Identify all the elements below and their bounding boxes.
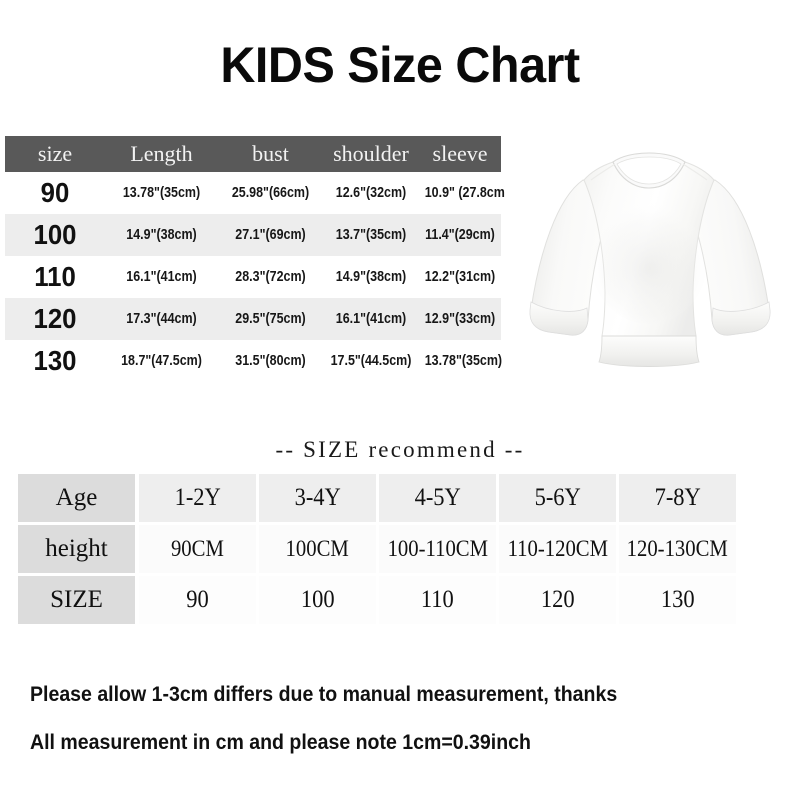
sweatshirt-illustration bbox=[505, 132, 795, 390]
cell-height: 110-120CM bbox=[499, 525, 616, 573]
cell-shoulder: 16.1"(41cm) bbox=[335, 311, 407, 327]
recommend-row-age: Age 1-2Y 3-4Y 4-5Y 5-6Y 7-8Y bbox=[18, 474, 736, 522]
column-header-sleeve: sleeve bbox=[432, 141, 488, 166]
cell-sleeve: 10.9" (27.8cm) bbox=[424, 185, 509, 201]
cell-sleeve: 11.4"(29cm) bbox=[425, 227, 495, 243]
table-row: 90 13.78"(35cm) 25.98"(66cm) 12.6"(32cm)… bbox=[5, 172, 509, 214]
recommend-heading: -- SIZE recommend -- bbox=[275, 437, 525, 462]
cell-length: 14.9"(38cm) bbox=[126, 227, 197, 243]
recommend-row-height: height 90CM 100CM 100-110CM 110-120CM 12… bbox=[18, 525, 736, 573]
cell-age: 3-4Y bbox=[259, 474, 376, 522]
cell-sleeve: 13.78"(35cm) bbox=[424, 353, 503, 369]
cell-age: 4-5Y bbox=[379, 474, 496, 522]
cell-size: 110 bbox=[379, 576, 496, 624]
cell-length: 16.1"(41cm) bbox=[126, 269, 197, 285]
row-label-height: height bbox=[18, 525, 135, 573]
recommend-row-size: SIZE 90 100 110 120 130 bbox=[18, 576, 736, 624]
size-chart-table: size Length bust shoulder sleeve 90 13.7… bbox=[5, 136, 509, 382]
cell-shoulder: 12.6"(32cm) bbox=[335, 185, 407, 201]
cell-shoulder: 14.9"(38cm) bbox=[335, 269, 407, 285]
product-photo-sweatshirt bbox=[505, 132, 795, 390]
cell-size: 120 bbox=[33, 303, 77, 334]
cell-length: 17.3"(44cm) bbox=[126, 311, 197, 327]
table-row: 120 17.3"(44cm) 29.5"(75cm) 16.1"(41cm) … bbox=[5, 298, 501, 340]
cell-length: 13.78"(35cm) bbox=[122, 185, 201, 201]
footer-note-unit-conversion: All measurement in cm and please note 1c… bbox=[30, 731, 531, 754]
table-row: 130 18.7"(47.5cm) 31.5"(80cm) 17.5"(44.5… bbox=[5, 340, 503, 382]
cell-shoulder: 17.5"(44.5cm) bbox=[330, 353, 412, 369]
cell-age: 7-8Y bbox=[619, 474, 736, 522]
cell-size: 130 bbox=[33, 345, 77, 376]
cell-bust: 29.5"(75cm) bbox=[235, 311, 306, 327]
table-row: 110 16.1"(41cm) 28.3"(72cm) 14.9"(38cm) … bbox=[5, 256, 501, 298]
table-row: 100 14.9"(38cm) 27.1"(69cm) 13.7"(35cm) … bbox=[5, 214, 501, 256]
sweatshirt-icon bbox=[529, 152, 771, 367]
cell-size: 120 bbox=[499, 576, 616, 624]
cell-bust: 31.5"(80cm) bbox=[235, 353, 306, 369]
cell-size: 90 bbox=[40, 177, 70, 208]
cell-bust: 25.98"(66cm) bbox=[231, 185, 310, 201]
cell-shoulder: 13.7"(35cm) bbox=[335, 227, 407, 243]
size-recommend-table: Age 1-2Y 3-4Y 4-5Y 5-6Y 7-8Y height 90CM… bbox=[18, 474, 736, 627]
row-label-age: Age bbox=[18, 474, 135, 522]
cell-sleeve: 12.2"(31cm) bbox=[424, 269, 496, 285]
page-title: KIDS Size Chart bbox=[220, 37, 580, 93]
footer-note-measurement-tolerance: Please allow 1-3cm differs due to manual… bbox=[30, 683, 618, 706]
cell-height: 100-110CM bbox=[379, 525, 496, 573]
cell-size: 100 bbox=[259, 576, 376, 624]
column-header-size: size bbox=[37, 141, 73, 166]
column-header-length: Length bbox=[130, 141, 193, 166]
cell-height: 90CM bbox=[139, 525, 256, 573]
cell-length: 18.7"(47.5cm) bbox=[121, 353, 202, 369]
cell-size: 110 bbox=[34, 261, 76, 292]
cell-height: 100CM bbox=[259, 525, 376, 573]
cell-sleeve: 12.9"(33cm) bbox=[424, 311, 496, 327]
cell-size: 90 bbox=[139, 576, 256, 624]
cell-age: 1-2Y bbox=[139, 474, 256, 522]
cell-bust: 27.1"(69cm) bbox=[235, 227, 306, 243]
column-header-bust: bust bbox=[252, 141, 289, 166]
cell-size: 130 bbox=[619, 576, 736, 624]
cell-height: 120-130CM bbox=[619, 525, 736, 573]
cell-bust: 28.3"(72cm) bbox=[235, 269, 306, 285]
cell-size: 100 bbox=[33, 219, 77, 250]
table-header-row: size Length bust shoulder sleeve bbox=[5, 136, 501, 172]
row-label-size: SIZE bbox=[18, 576, 135, 624]
column-header-shoulder: shoulder bbox=[333, 141, 409, 166]
cell-age: 5-6Y bbox=[499, 474, 616, 522]
